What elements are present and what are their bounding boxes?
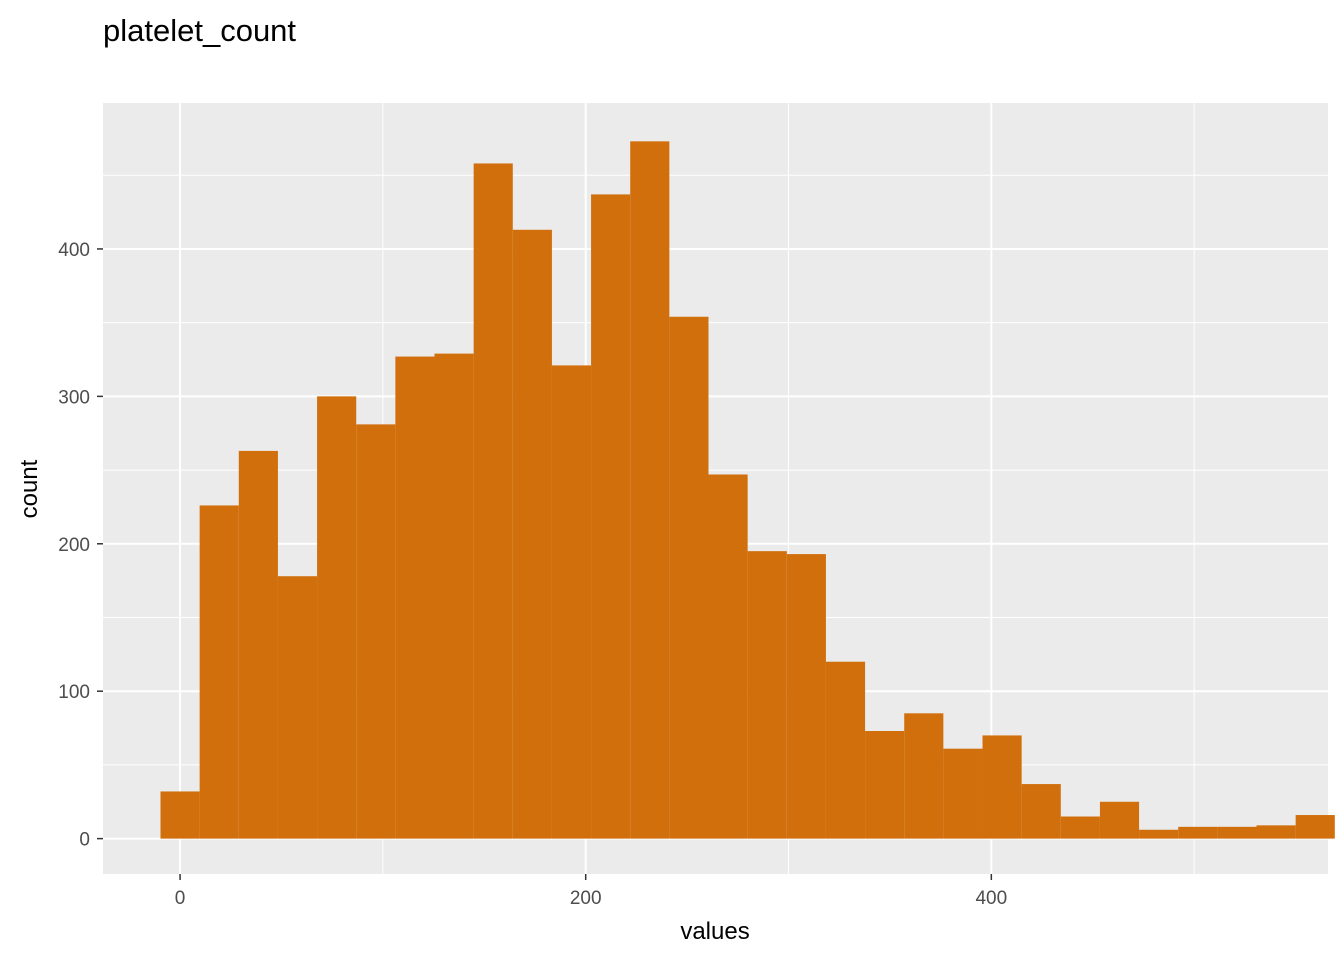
histogram-bar [512,229,552,839]
x-axis-title: values [680,918,749,945]
y-tick-label: 400 [58,240,90,261]
histogram-bar [943,748,983,839]
histogram-bars [160,141,1335,839]
histogram-bar [630,141,670,839]
x-tick-label: 200 [570,888,602,909]
histogram-bar [395,356,435,839]
histogram-bar [1139,829,1179,839]
histogram-bar [904,713,944,839]
histogram-bar [1217,826,1257,839]
histogram-bar [708,474,748,839]
x-tick-label: 0 [175,888,186,909]
histogram-bar [277,576,318,839]
histogram-bar [825,661,866,839]
chart-title: platelet_count [103,13,296,48]
x-tick-label: 400 [975,888,1007,909]
histogram-bar [473,163,513,839]
histogram-bar [356,424,396,839]
histogram-bar [238,450,278,839]
histogram-bar [160,791,200,839]
histogram-bar [1295,815,1335,839]
histogram-bar [865,731,905,839]
histogram-bar [1060,816,1100,839]
histogram-bar [982,735,1022,839]
histogram-bar [591,194,631,839]
y-axis-title: count [16,459,43,518]
histogram-bar [434,353,474,839]
y-tick-label: 200 [58,535,90,556]
histogram-bar [1021,784,1061,839]
axis-ticks: 0 200 400 0 100 200 300 400 [58,240,1007,909]
histogram-bar [747,551,787,839]
histogram-bar [1256,825,1296,839]
histogram-bar [551,365,592,839]
histogram-bar [1099,801,1140,839]
y-tick-label: 100 [58,682,90,703]
y-tick-label: 300 [58,387,90,408]
histogram-bar [199,505,239,839]
histogram-bar [317,396,357,839]
histogram-bar [786,554,826,839]
y-tick-label: 0 [79,830,90,851]
histogram-bar [669,316,709,839]
histogram-bar [1178,826,1218,839]
